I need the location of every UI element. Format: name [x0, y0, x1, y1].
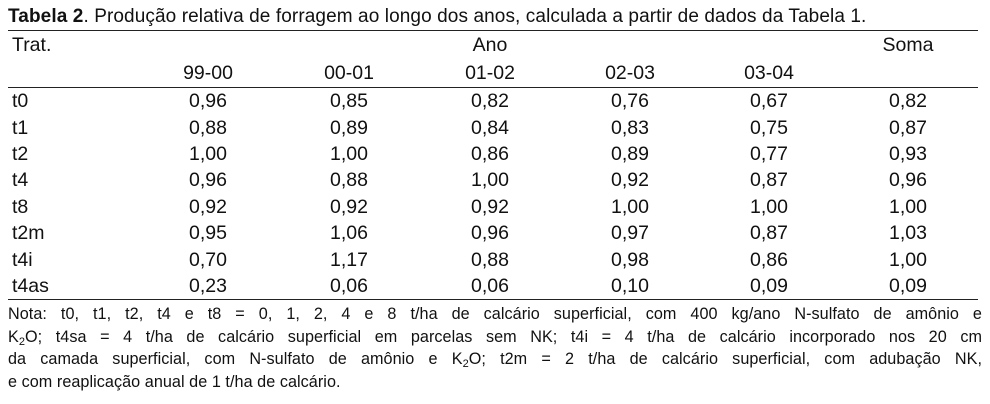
cell: 1,00 — [471, 169, 509, 192]
cell-soma: 0,82 — [889, 90, 927, 113]
cell: 0,96 — [189, 169, 227, 192]
table-row: t4i 0,70 1,17 0,88 0,98 0,86 1,00 — [8, 246, 978, 272]
row-trat: t4as — [8, 272, 138, 301]
cell: 1,00 — [750, 195, 788, 218]
table-row: t2 1,00 1,00 0,86 0,89 0,77 0,93 — [8, 141, 978, 167]
header-ano: Ano — [472, 34, 508, 56]
row-trat: t2m — [12, 222, 45, 245]
table-row: t2m 0,95 1,06 0,96 0,97 0,87 1,03 — [8, 220, 978, 246]
cell: 0,23 — [138, 272, 278, 301]
row-trat: t8 — [12, 195, 29, 218]
header-year: 02-03 — [560, 59, 700, 88]
cell: 0,97 — [611, 222, 649, 245]
note-line: Nota: t0, t1, t2, t4 e t8 = 0, 1, 2, 4 e… — [8, 305, 982, 324]
cell: 0,92 — [189, 195, 227, 218]
cell: 0,67 — [750, 90, 788, 113]
header-year: 03-04 — [700, 59, 838, 88]
cell-soma: 1,00 — [889, 195, 927, 218]
cell-soma: 0,09 — [838, 272, 978, 301]
note-subscript: 2 — [18, 335, 26, 348]
cell: 0,92 — [611, 169, 649, 192]
cell: 0,85 — [330, 90, 368, 113]
cell: 0,86 — [750, 248, 788, 271]
cell: 0,88 — [330, 169, 368, 192]
cell: 0,88 — [189, 116, 227, 139]
row-trat: t4 — [12, 169, 29, 192]
cell: 0,89 — [611, 142, 649, 165]
cell: 0,77 — [750, 142, 788, 165]
cell: 0,98 — [611, 248, 649, 271]
cell: 0,06 — [420, 272, 560, 301]
table-body: t0 0,96 0,85 0,82 0,76 0,67 0,82 t1 0,88… — [8, 88, 978, 301]
header-year: 99-00 — [138, 59, 278, 88]
caption-label: Tabela 2 — [8, 6, 84, 27]
note-text: O; t4sa = 4 t/ha de calcário superficial… — [25, 327, 982, 346]
header-year: 01-02 — [420, 59, 560, 88]
header-row-1: Trat. Ano Soma — [8, 31, 978, 59]
table-row: t8 0,92 0,92 0,92 1,00 1,00 1,00 — [8, 194, 978, 220]
header-trat: Trat. — [12, 34, 52, 56]
cell: 1,17 — [330, 248, 368, 271]
cell: 0,76 — [611, 90, 649, 113]
note-text: K — [8, 327, 19, 346]
note-subscript: 2 — [462, 358, 469, 371]
note-line: da camada superficial, com N-sulfato de … — [8, 348, 982, 371]
document: Tabela 2. Produção relativa de forragem … — [8, 0, 982, 393]
note-text: O; t2m = 2 t/ha de calcário superficial,… — [468, 350, 982, 369]
cell: 0,70 — [189, 248, 227, 271]
table-caption: Tabela 2. Produção relativa de forragem … — [8, 4, 982, 30]
cell: 0,96 — [189, 90, 227, 113]
cell: 1,00 — [189, 142, 227, 165]
cell: 0,06 — [278, 272, 420, 301]
cell-soma: 0,96 — [889, 169, 927, 192]
table-row: t4 0,96 0,88 1,00 0,92 0,87 0,96 — [8, 167, 978, 193]
cell-soma: 0,93 — [889, 142, 927, 165]
table-note: Nota: t0, t1, t2, t4 e t8 = 0, 1, 2, 4 e… — [8, 303, 982, 393]
cell-soma: 1,03 — [889, 222, 927, 245]
header-year: 00-01 — [278, 59, 420, 88]
cell: 0,75 — [750, 116, 788, 139]
cell: 1,00 — [330, 142, 368, 165]
cell: 0,92 — [471, 195, 509, 218]
cell: 0,88 — [471, 248, 509, 271]
cell: 1,06 — [330, 222, 368, 245]
cell: 0,95 — [189, 222, 227, 245]
note-text: da camada superficial, com N-sulfato de … — [8, 350, 463, 369]
cell: 0,89 — [330, 116, 368, 139]
header-soma: Soma — [882, 34, 934, 56]
data-table: Trat. Ano Soma 99-00 00-01 01-02 02-03 0… — [8, 31, 978, 301]
note-line: K2O; t4sa = 4 t/ha de calcário superfici… — [8, 326, 982, 349]
caption-text: . Produção relativa de forragem ao longo… — [83, 6, 867, 27]
cell: 0,87 — [750, 169, 788, 192]
table-row: t0 0,96 0,85 0,82 0,76 0,67 0,82 — [8, 88, 978, 115]
table-row: t1 0,88 0,89 0,84 0,83 0,75 0,87 — [8, 114, 978, 140]
cell-soma: 1,00 — [889, 248, 927, 271]
cell: 0,87 — [750, 222, 788, 245]
top-rule — [8, 30, 978, 31]
cell: 0,96 — [471, 222, 509, 245]
row-trat: t1 — [12, 116, 29, 139]
table-row: t4as 0,23 0,06 0,06 0,10 0,09 0,09 — [8, 272, 978, 301]
row-trat: t4i — [12, 248, 33, 271]
cell: 0,09 — [700, 272, 838, 301]
cell: 0,92 — [330, 195, 368, 218]
note-line: e com reaplicação anual de 1 t/ha de cal… — [8, 372, 341, 391]
cell: 0,86 — [471, 142, 509, 165]
cell-soma: 0,87 — [889, 116, 927, 139]
row-trat: t2 — [12, 142, 29, 165]
row-trat: t0 — [12, 90, 29, 113]
header-row-2: 99-00 00-01 01-02 02-03 03-04 — [8, 59, 978, 88]
cell: 0,84 — [471, 116, 509, 139]
cell: 0,10 — [560, 272, 700, 301]
cell: 0,82 — [471, 90, 509, 113]
cell: 0,83 — [611, 116, 649, 139]
cell: 1,00 — [611, 195, 649, 218]
